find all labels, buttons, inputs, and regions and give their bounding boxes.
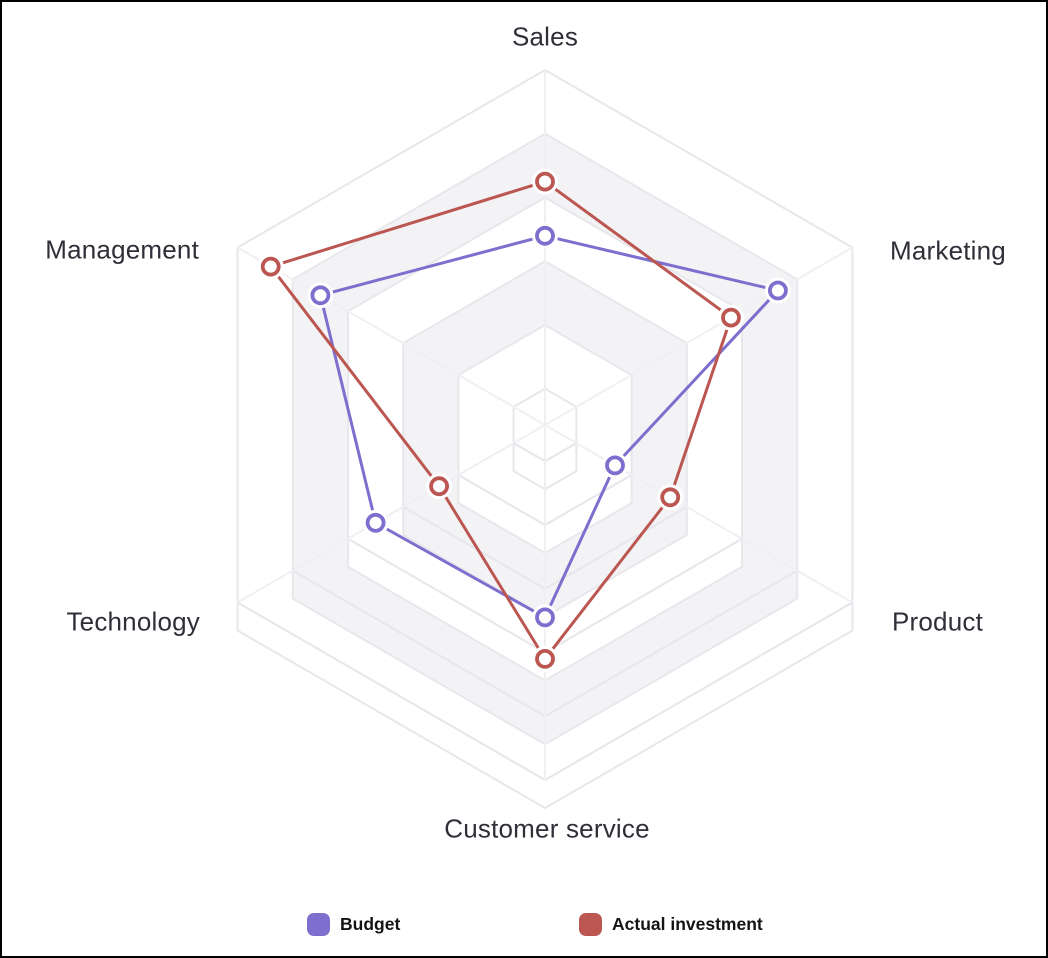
- legend-label-actual-investment: Actual investment: [612, 913, 763, 934]
- grid-spoke: [544, 424, 853, 604]
- axis-label-marketing: Marketing: [890, 235, 1006, 266]
- data-point-marker-0[interactable]: [365, 512, 386, 533]
- data-point-marker-1[interactable]: [535, 171, 555, 192]
- grid-spoke: [544, 246, 853, 426]
- legend-item-budget[interactable]: Budget: [307, 912, 400, 936]
- grid-spoke: [237, 246, 546, 426]
- axis-label-management: Management: [45, 234, 199, 265]
- data-point-marker-0[interactable]: [535, 607, 555, 628]
- data-point-marker-0[interactable]: [768, 280, 788, 301]
- axis-label-technology: Technology: [66, 606, 200, 637]
- axis-label-product: Product: [892, 606, 984, 637]
- data-point-marker-1[interactable]: [721, 307, 741, 328]
- data-point-marker-1[interactable]: [535, 649, 555, 669]
- data-point-marker-1[interactable]: [660, 487, 681, 508]
- data-point-marker-1[interactable]: [260, 256, 281, 277]
- legend-swatch-budget-icon: [307, 912, 330, 936]
- legend-item-actual-investment[interactable]: Actual investment: [579, 912, 763, 936]
- data-point-marker-1[interactable]: [429, 476, 450, 497]
- grid-spoke: [237, 424, 546, 604]
- data-point-marker-0[interactable]: [310, 285, 331, 306]
- data-point-marker-0[interactable]: [605, 455, 625, 476]
- axis-label-sales: Sales: [511, 21, 579, 52]
- legend-label-budget: Budget: [340, 913, 401, 934]
- legend-swatch-actual-investment-icon: [579, 912, 602, 936]
- data-point-marker-0[interactable]: [535, 225, 555, 246]
- axis-label-customer-service: Customer service: [444, 813, 650, 844]
